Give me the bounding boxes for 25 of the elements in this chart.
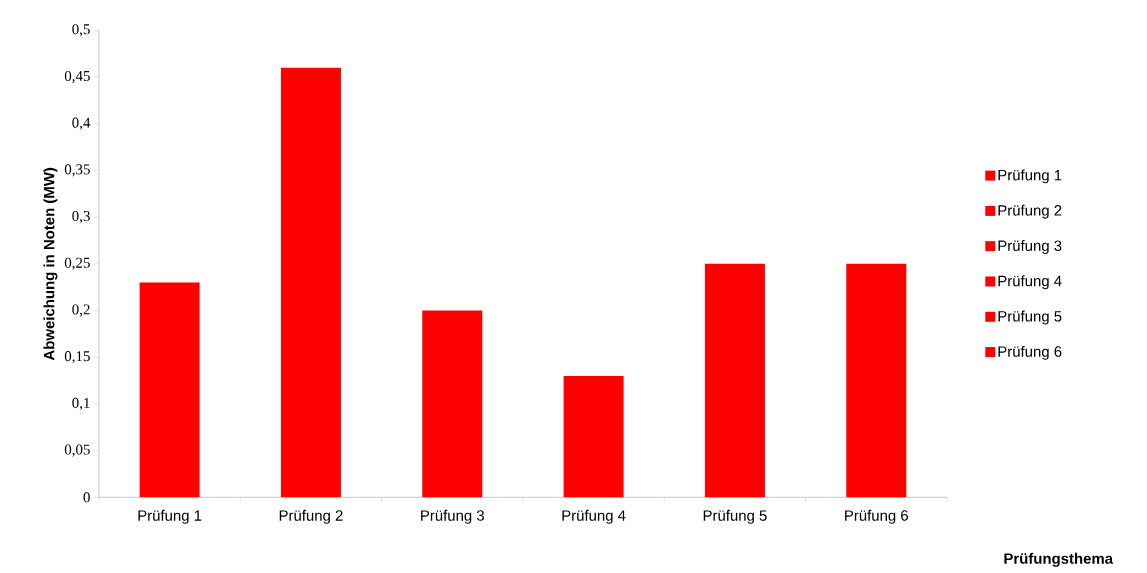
x-tick-label: Prüfung 4	[562, 509, 626, 524]
y-tick-label: 0,4	[72, 117, 91, 130]
y-tick-label: 0,35	[64, 164, 90, 177]
x-tick-label: Prüfung 6	[845, 509, 908, 524]
x-axis-title: Prüfungsthema	[1004, 552, 1114, 567]
legend-label: Prüfung 1	[998, 169, 1062, 184]
legend-label: Prüfung 6	[998, 345, 1062, 360]
y-tick-label: 0,2	[72, 304, 90, 317]
x-tick-label: Prüfung 3	[421, 509, 484, 524]
x-tick-label: Prüfung 1	[138, 509, 202, 524]
x-tick-label: Prüfung 5	[703, 509, 767, 524]
legend-label: Prüfung 5	[998, 310, 1062, 325]
y-axis-title: Abweichung in Noten (MW)	[43, 167, 58, 361]
legend-label: Prüfung 4	[998, 275, 1062, 290]
legend-label: Prüfung 2	[998, 204, 1062, 219]
y-tick-label: 0,1	[72, 397, 90, 411]
y-tick-label: 0,25	[64, 257, 90, 270]
y-tick-label: 0,15	[64, 351, 90, 364]
y-tick-label: 0,3	[72, 211, 90, 224]
y-tick-label: 0,5	[72, 24, 90, 37]
y-tick-label: 0,05	[64, 444, 90, 457]
y-tick-label: 0	[83, 492, 90, 503]
x-tick-label: Prüfung 2	[279, 509, 343, 524]
legend-label: Prüfung 3	[998, 240, 1062, 254]
y-tick-label: 0,45	[64, 70, 90, 84]
